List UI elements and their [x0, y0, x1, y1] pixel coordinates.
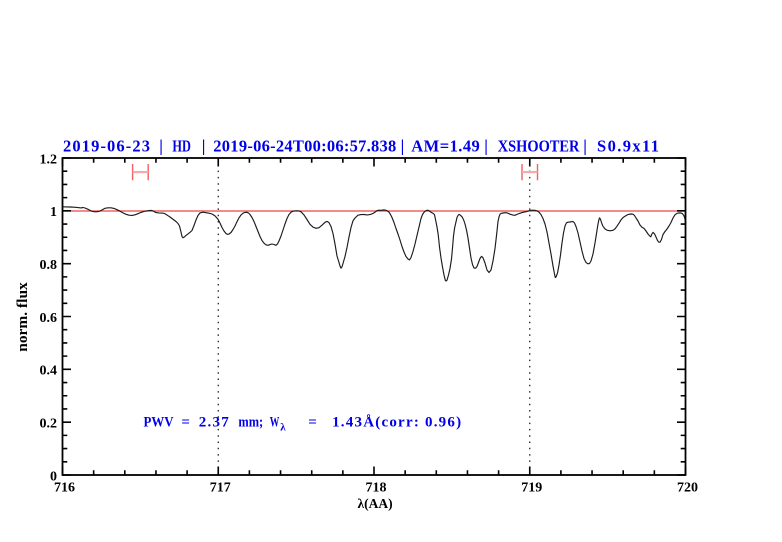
svg-text:0.6: 0.6 — [40, 311, 58, 326]
svg-text:0.4: 0.4 — [40, 364, 58, 379]
svg-text:719: 719 — [521, 481, 542, 496]
svg-text:λ(AA): λ(AA) — [357, 496, 392, 511]
svg-text:720: 720 — [677, 481, 698, 496]
svg-text:0.2: 0.2 — [40, 417, 58, 432]
svg-text:716: 716 — [54, 481, 75, 496]
svg-text:0: 0 — [50, 469, 57, 484]
svg-text:2019-06-23|HD|2019-06-24T00:06: 2019-06-23 | HD | 2019-06-24T00:06:57.838 | AM… — [63, 136, 659, 155]
svg-text:1: 1 — [50, 205, 57, 220]
svg-text:0.8: 0.8 — [40, 258, 58, 273]
svg-text:717: 717 — [210, 481, 231, 496]
svg-text:1.2: 1.2 — [40, 152, 58, 167]
svg-text:norm. flux: norm. flux — [15, 281, 31, 351]
svg-text:718: 718 — [366, 481, 387, 496]
